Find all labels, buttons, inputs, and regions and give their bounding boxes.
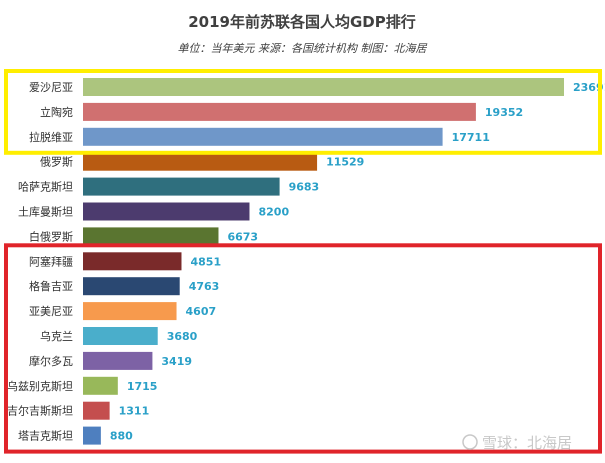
value-label: 4763 [189,280,220,293]
chart-subtitle: 单位：当年美元 来源：各国统计机构 制图：北海居 [178,42,428,55]
category-label: 爱沙尼亚 [29,81,73,94]
highlight-frame [4,69,602,155]
value-label: 3419 [161,355,192,368]
value-label: 11529 [326,156,364,169]
bar [83,401,110,420]
bar [83,152,318,171]
bar [83,78,564,96]
bar [83,376,118,395]
category-label: 亚美尼亚 [29,305,73,318]
highlight-frames [4,69,602,454]
watermark-text: 雪球：北海居 [482,434,572,452]
bar [83,177,280,196]
category-label: 阿塞拜疆 [29,254,73,268]
bar [83,227,219,246]
value-label: 9683 [289,181,320,194]
value-label: 19352 [485,106,523,119]
value-label: 1715 [127,380,158,393]
bar [83,127,443,146]
bar [83,426,101,445]
watermark-logo-icon [462,434,478,450]
bar [83,327,158,345]
category-label: 吉尔吉斯斯坦 [7,404,73,418]
value-label: 4851 [190,255,221,268]
category-label: 白俄罗斯 [29,229,73,243]
category-label: 立陶宛 [40,105,73,119]
highlight-frame [4,243,602,454]
chart-title: 2019年前苏联各国人均GDP排行 [188,13,416,31]
category-label: 乌克兰 [40,329,73,343]
value-label: 17711 [452,131,490,144]
value-label: 3680 [167,330,198,343]
value-label: 4607 [186,305,217,318]
value-label: 1311 [119,405,150,418]
category-label: 俄罗斯 [40,156,73,169]
category-label: 哈萨克斯坦 [18,180,73,194]
bar [83,302,177,321]
category-label: 格鲁吉亚 [29,279,73,293]
value-label: 6673 [227,230,258,243]
bar [83,252,182,271]
category-label: 土库曼斯坦 [18,205,73,219]
bar [83,277,180,296]
category-label: 塔吉克斯坦 [18,429,73,443]
bars-group: 爱沙尼亚 23691 立陶宛 19352 拉脱维亚 17711 俄罗斯 11529 哈萨克斯坦 9… [7,78,605,445]
category-label: 乌兹别克斯坦 [7,379,73,393]
value-label: 23691 [573,81,605,94]
category-label: 摩尔多瓦 [29,354,73,368]
watermark: 雪球：北海居 [462,434,572,452]
value-label: 8200 [258,206,289,219]
bar [83,102,476,121]
value-label: 880 [110,430,133,443]
category-label: 拉脱维亚 [29,130,73,144]
bar [83,351,153,370]
bar [83,202,250,221]
